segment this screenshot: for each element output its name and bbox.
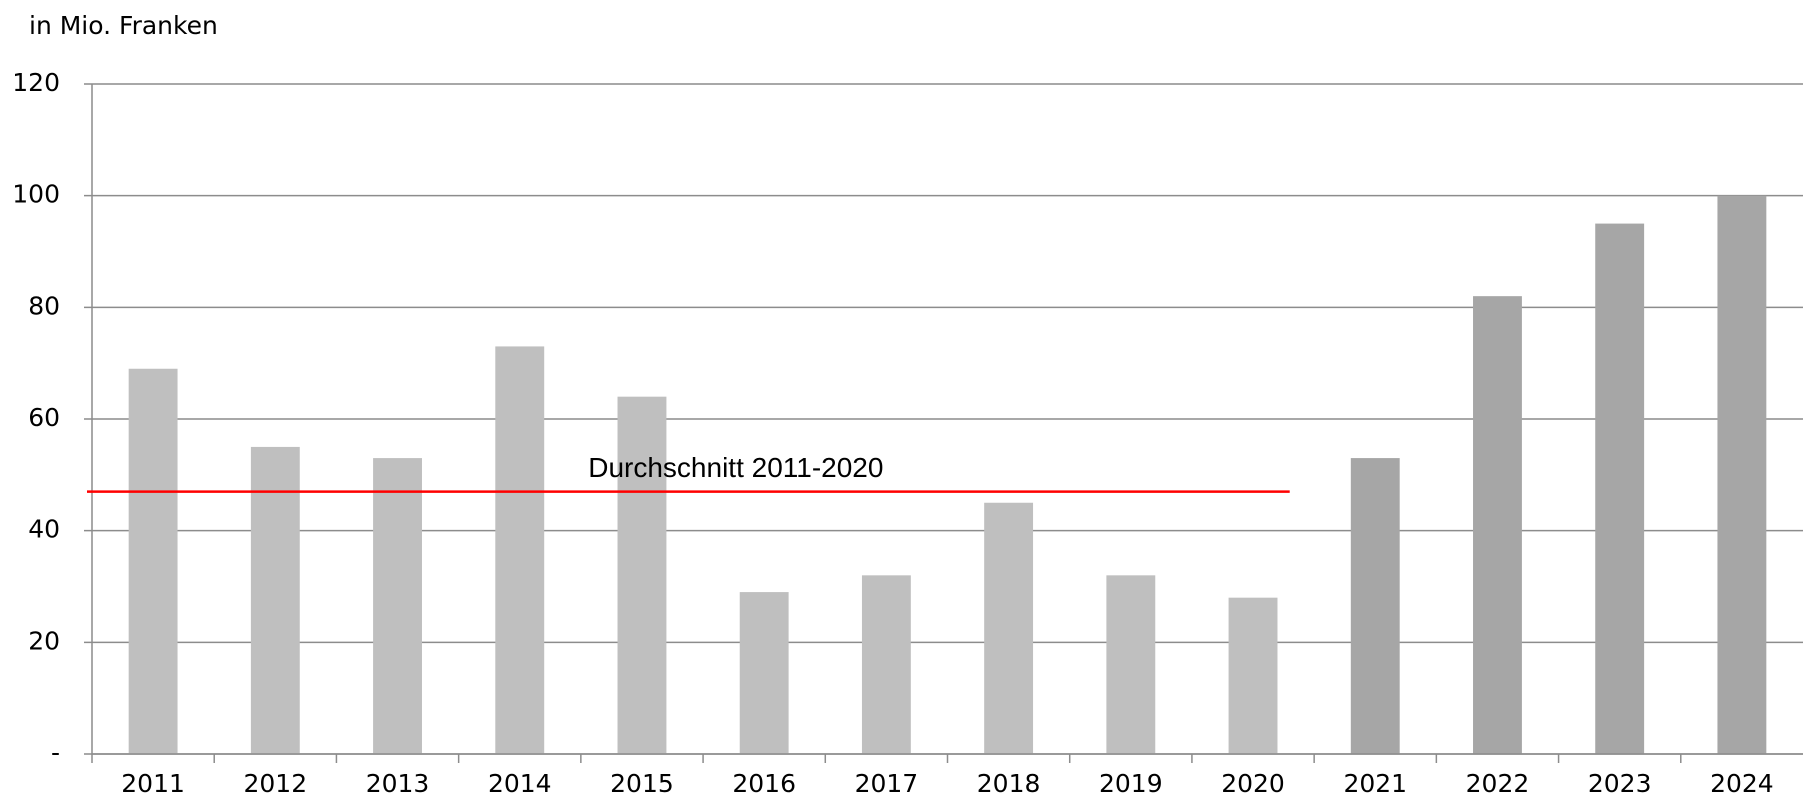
x-tick-label: 2013 — [366, 769, 430, 798]
y-tick-label: 20 — [28, 626, 60, 655]
x-tick-label: 2017 — [855, 769, 919, 798]
x-tick-label: 2012 — [244, 769, 308, 798]
bar — [1228, 597, 1278, 754]
bar — [128, 368, 178, 754]
x-tick-label: 2021 — [1343, 769, 1407, 798]
y-tick-label: 100 — [12, 180, 60, 209]
bar — [250, 446, 300, 754]
bar — [1350, 458, 1400, 754]
y-tick-label: 40 — [28, 515, 60, 544]
y-axis-label: in Mio. Franken — [29, 11, 218, 40]
x-tick-label: 2015 — [610, 769, 674, 798]
y-tick-label: 120 — [12, 68, 60, 97]
bar — [984, 502, 1034, 754]
bar — [373, 458, 422, 754]
x-tick-label: 2022 — [1466, 769, 1530, 798]
bar — [1717, 195, 1767, 754]
x-tick-label: 2019 — [1099, 769, 1163, 798]
bar — [1106, 575, 1156, 754]
x-tick-label: 2014 — [488, 769, 552, 798]
y-tick-label: - — [51, 738, 60, 767]
bar — [739, 592, 789, 754]
x-tick-label: 2018 — [977, 769, 1041, 798]
bar — [861, 575, 911, 754]
bar — [617, 396, 667, 754]
y-tick-label: 80 — [28, 291, 60, 320]
bar — [495, 346, 545, 754]
bar — [1595, 223, 1645, 755]
x-tick-label: 2020 — [1221, 769, 1285, 798]
x-tick-label: 2024 — [1710, 769, 1774, 798]
y-tick-label: 60 — [28, 403, 60, 432]
x-tick-label: 2011 — [121, 769, 185, 798]
x-tick-label: 2016 — [732, 769, 796, 798]
x-tick-label: 2023 — [1588, 769, 1652, 798]
bar — [1473, 296, 1522, 754]
average-label: Durchschnitt 2011-2020 — [588, 452, 883, 483]
